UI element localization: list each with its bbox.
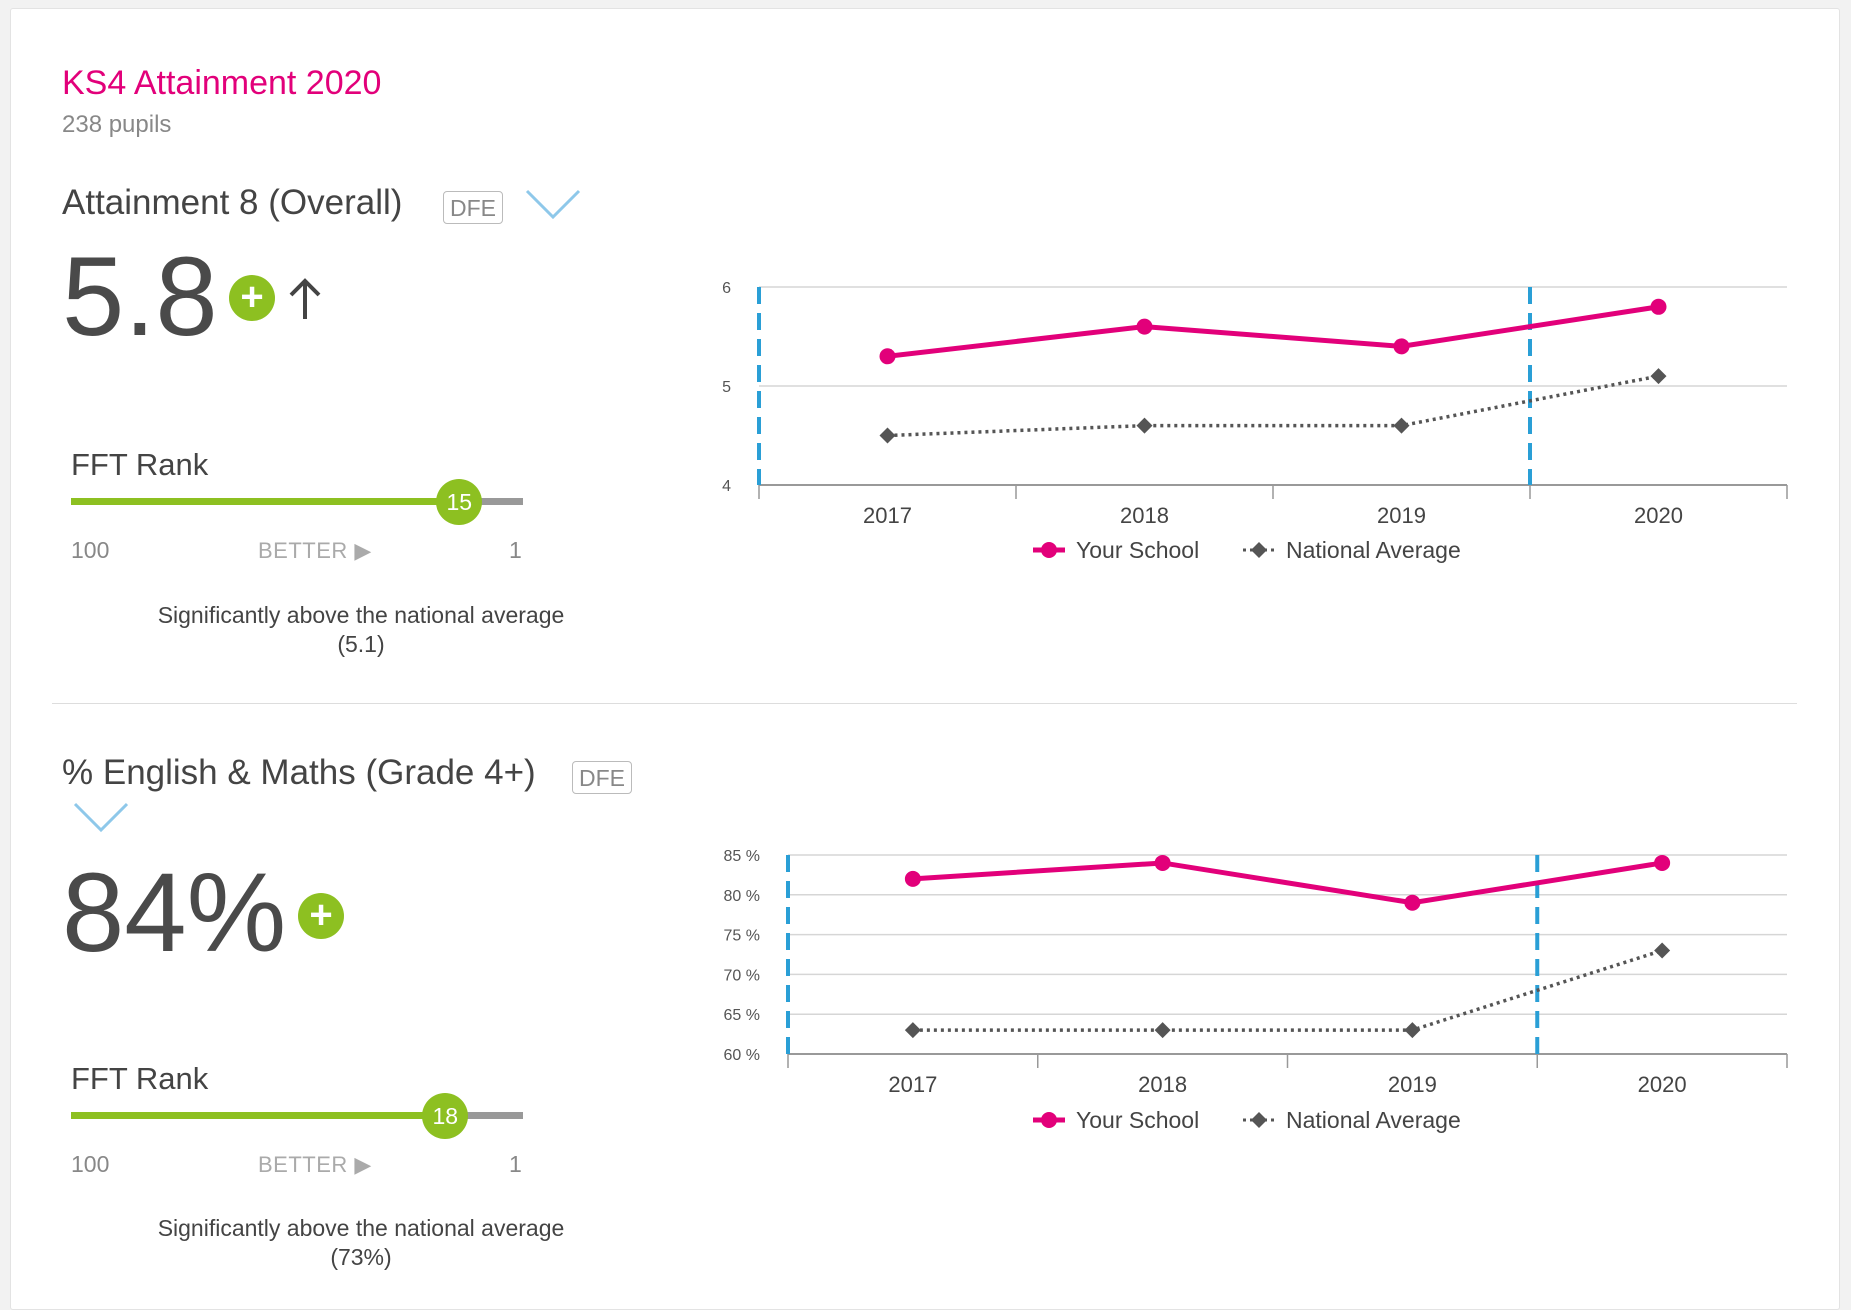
- national-average-point: [879, 427, 896, 444]
- y-tick-label: 65 %: [724, 1007, 760, 1024]
- better-label: BETTER ▶: [258, 1152, 372, 1177]
- pupil-count: 238 pupils: [62, 111, 172, 138]
- rank-track: [71, 498, 523, 505]
- your-school-point: [1654, 854, 1671, 871]
- legend-national-average-marker: [1251, 542, 1267, 558]
- legend-national-average-label: National Average: [1286, 537, 1461, 563]
- y-tick-label: 75 %: [724, 928, 760, 945]
- significance-note: Significantly above the national average…: [81, 601, 641, 659]
- your-school-point: [1393, 338, 1410, 355]
- dfe-badge: DFE: [443, 191, 503, 224]
- english-maths-value: 84%: [62, 850, 287, 975]
- legend-your-school-label: Your School: [1076, 1107, 1199, 1133]
- rank-fill: [71, 1112, 446, 1119]
- note-line: Significantly above the national average: [157, 602, 565, 628]
- x-tick-label: 2017: [863, 503, 912, 528]
- legend-national-average-label: National Average: [1286, 1107, 1461, 1133]
- national-average-point: [904, 1022, 921, 1039]
- x-tick-label: 2018: [1138, 1072, 1187, 1097]
- better-label: BETTER ▶: [258, 538, 372, 563]
- national-average-point: [1136, 417, 1153, 434]
- y-tick-label: 4: [722, 478, 731, 495]
- rank-scale-right: 1: [509, 537, 522, 563]
- your-school-line: [912, 860, 1663, 906]
- note-national-value: (5.1): [337, 631, 385, 657]
- attainment8-line-chart: 4 5 6 2017 2018 2019 2020 Your School National A…: [722, 280, 1788, 563]
- chevron-down-icon[interactable]: [72, 800, 130, 834]
- rank-knob: 18: [422, 1093, 469, 1139]
- national-average-point: [1404, 1022, 1421, 1039]
- x-tick-label: 2019: [1377, 503, 1426, 528]
- rank-knob: 15: [436, 479, 483, 525]
- rank-scale-left: 100: [71, 537, 110, 563]
- y-tick-label: 60 %: [724, 1047, 760, 1064]
- attainment8-value: 5.8: [62, 234, 218, 359]
- legend-your-school-label: Your School: [1076, 537, 1199, 563]
- significance-note: Significantly above the national average…: [81, 1214, 641, 1272]
- national-average-point: [1650, 368, 1667, 385]
- your-school-point: [1154, 854, 1171, 871]
- rank-scale-right: 1: [509, 1151, 522, 1177]
- legend-your-school-marker: [1041, 542, 1057, 558]
- chevron-down-icon[interactable]: [524, 187, 582, 221]
- national-average-point: [1393, 417, 1410, 434]
- national-average-line: [887, 374, 1659, 438]
- plus-circle-icon: +: [229, 275, 275, 321]
- y-tick-label: 6: [722, 280, 731, 297]
- y-tick-label: 85 %: [724, 848, 760, 865]
- section-title-attainment8: Attainment 8 (Overall): [62, 183, 403, 222]
- rank-track: [71, 1112, 523, 1119]
- note-national-value: (73%): [330, 1244, 392, 1270]
- y-tick-label: 70 %: [724, 967, 760, 984]
- national-average-point: [1154, 1022, 1171, 1039]
- arrow-up-icon: [289, 278, 321, 319]
- section-divider: [52, 703, 1797, 704]
- fft-rank-label: FFT Rank: [71, 1061, 209, 1096]
- your-school-point: [1136, 318, 1153, 335]
- x-tick-label: 2020: [1638, 1072, 1687, 1097]
- legend-national-average-marker: [1251, 1112, 1267, 1128]
- english-maths-line-chart: 60 % 65 % 70 % 75 % 80 % 85 % 2017 2018 2019 2020…: [724, 848, 1788, 1133]
- page-title: KS4 Attainment 2020: [62, 64, 382, 102]
- national-average-line: [912, 948, 1663, 1032]
- x-tick-label: 2018: [1120, 503, 1169, 528]
- your-school-point: [904, 870, 921, 887]
- note-line: Significantly above the national average: [157, 1215, 565, 1241]
- dfe-badge: DFE: [572, 761, 632, 794]
- plus-circle-icon: +: [298, 893, 344, 939]
- national-average-point: [1654, 942, 1671, 959]
- your-school-point: [879, 348, 896, 365]
- x-tick-label: 2019: [1388, 1072, 1437, 1097]
- your-school-point: [1650, 298, 1667, 315]
- x-tick-label: 2020: [1634, 503, 1683, 528]
- fft-rank-label: FFT Rank: [71, 447, 209, 482]
- section-title-english-maths: % English & Maths (Grade 4+): [62, 753, 536, 792]
- rank-fill: [71, 498, 460, 505]
- attainment-card: KS4 Attainment 2020 238 pupils Attainmen…: [10, 8, 1840, 1310]
- x-tick-label: 2017: [888, 1072, 937, 1097]
- y-tick-label: 5: [722, 379, 731, 396]
- legend-your-school-marker: [1041, 1112, 1057, 1128]
- rank-scale-left: 100: [71, 1151, 110, 1177]
- y-tick-label: 80 %: [724, 888, 760, 905]
- your-school-point: [1404, 894, 1421, 911]
- your-school-line: [887, 304, 1659, 359]
